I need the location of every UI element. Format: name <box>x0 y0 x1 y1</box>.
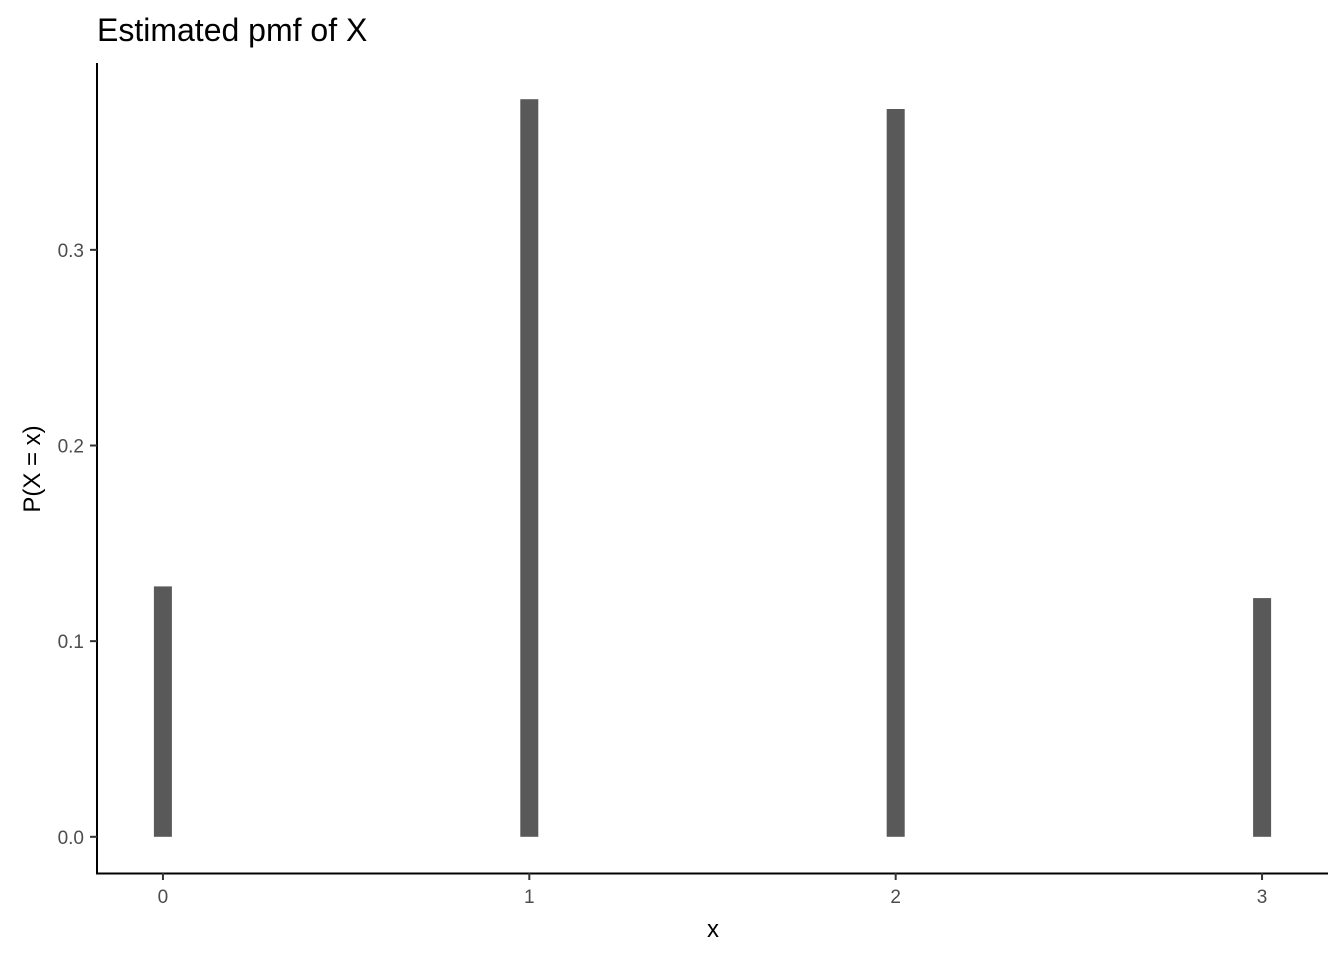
x-tick-label: 3 <box>1257 887 1268 908</box>
chart-title: Estimated pmf of X <box>97 12 367 48</box>
x-tick-label: 0 <box>158 887 169 908</box>
y-axis-title: P(X = x) <box>19 425 46 512</box>
bars-group <box>153 99 1272 837</box>
bar-x-0 <box>153 586 172 837</box>
y-tick-label: 0.2 <box>58 437 84 458</box>
y-tick-label: 0.1 <box>58 632 84 653</box>
x-tick-label: 1 <box>524 887 535 908</box>
y-ticks-group: 0.0 0.1 0.2 0.3 <box>58 241 97 849</box>
bar-x-3 <box>1253 598 1272 837</box>
x-axis-title: x <box>707 916 719 943</box>
x-ticks-group: 0 1 2 3 <box>158 873 1268 908</box>
bar-x-2 <box>886 109 905 837</box>
y-tick-label: 0.0 <box>58 828 84 849</box>
x-tick-label: 2 <box>890 887 901 908</box>
y-tick-label: 0.3 <box>58 241 84 262</box>
bar-x-1 <box>520 99 539 837</box>
